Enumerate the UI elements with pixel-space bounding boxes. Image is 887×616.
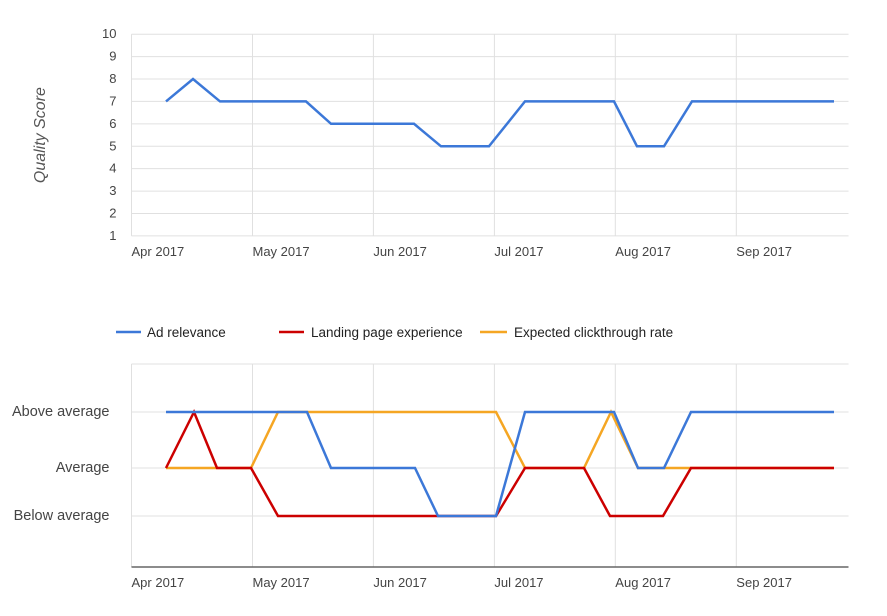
svg-text:Jul 2017: Jul 2017 — [494, 575, 543, 590]
svg-text:May 2017: May 2017 — [253, 575, 310, 590]
svg-text:Quality Score: Quality Score — [32, 87, 49, 183]
svg-text:Jun 2017: Jun 2017 — [373, 244, 427, 259]
svg-text:7: 7 — [109, 93, 116, 108]
svg-text:Ad relevance: Ad relevance — [147, 325, 226, 340]
svg-text:Aug 2017: Aug 2017 — [615, 244, 671, 259]
svg-text:5: 5 — [109, 138, 116, 153]
svg-text:2: 2 — [109, 206, 116, 221]
svg-text:Average: Average — [56, 460, 110, 476]
svg-text:Expected clickthrough rate: Expected clickthrough rate — [514, 325, 673, 340]
svg-text:Sep 2017: Sep 2017 — [736, 244, 792, 259]
svg-text:Aug 2017: Aug 2017 — [615, 575, 671, 590]
svg-text:8: 8 — [109, 71, 116, 86]
svg-text:4: 4 — [109, 161, 116, 176]
svg-text:3: 3 — [109, 183, 116, 198]
svg-text:Apr 2017: Apr 2017 — [132, 244, 185, 259]
svg-text:Jun 2017: Jun 2017 — [373, 575, 427, 590]
svg-text:9: 9 — [109, 49, 116, 64]
svg-text:Sep 2017: Sep 2017 — [736, 575, 792, 590]
svg-text:May 2017: May 2017 — [253, 244, 310, 259]
svg-text:Below average: Below average — [14, 508, 110, 524]
svg-text:10: 10 — [102, 26, 116, 41]
svg-text:1: 1 — [109, 228, 116, 243]
svg-text:Landing page experience: Landing page experience — [311, 325, 463, 340]
svg-text:Jul 2017: Jul 2017 — [494, 244, 543, 259]
svg-text:Apr 2017: Apr 2017 — [132, 575, 185, 590]
svg-text:Above average: Above average — [12, 404, 110, 420]
svg-text:6: 6 — [109, 116, 116, 131]
